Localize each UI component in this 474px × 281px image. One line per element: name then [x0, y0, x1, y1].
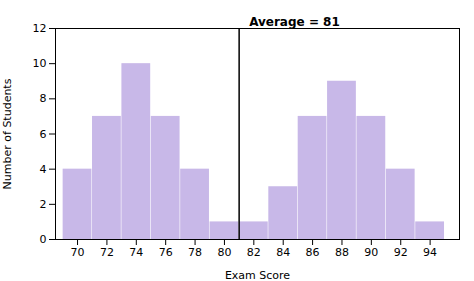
svg-text:0: 0: [40, 233, 47, 246]
svg-text:10: 10: [33, 57, 47, 70]
svg-text:70: 70: [71, 246, 85, 259]
svg-text:88: 88: [335, 246, 349, 259]
svg-text:82: 82: [247, 246, 261, 259]
svg-text:90: 90: [364, 246, 378, 259]
svg-text:2: 2: [40, 198, 47, 211]
svg-text:76: 76: [159, 246, 173, 259]
svg-text:4: 4: [40, 163, 47, 176]
svg-text:94: 94: [423, 246, 437, 259]
svg-text:Exam Score: Exam Score: [225, 269, 290, 281]
svg-text:8: 8: [40, 92, 47, 105]
svg-text:84: 84: [276, 246, 290, 259]
svg-text:92: 92: [394, 246, 408, 259]
svg-text:6: 6: [40, 128, 47, 141]
svg-text:72: 72: [100, 246, 114, 259]
svg-text:74: 74: [129, 246, 143, 259]
svg-text:Average = 81: Average = 81: [249, 15, 340, 29]
svg-text:78: 78: [188, 246, 202, 259]
svg-text:86: 86: [306, 246, 320, 259]
svg-text:12: 12: [33, 22, 47, 35]
svg-text:Number of Students: Number of Students: [1, 78, 14, 189]
svg-text:80: 80: [217, 246, 231, 259]
